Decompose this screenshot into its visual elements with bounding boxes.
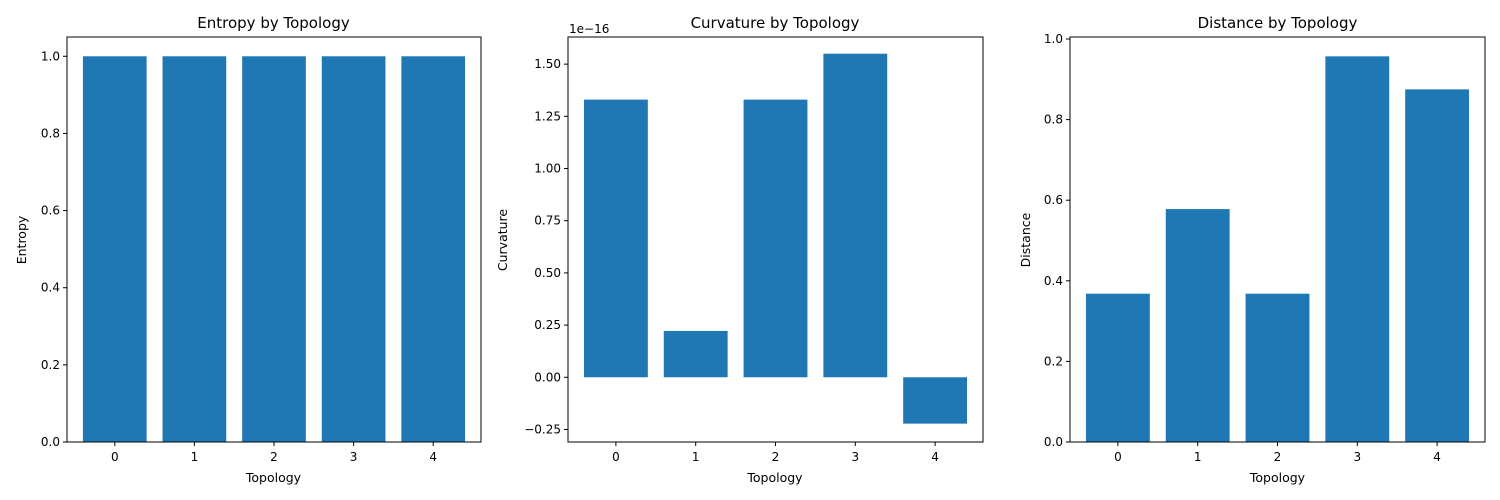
curvature-x-tick-label: 0 xyxy=(612,450,620,464)
curvature-bar xyxy=(743,99,808,378)
entropy-x-tick-label: 0 xyxy=(111,450,119,464)
distance-x-tick-label: 0 xyxy=(1114,450,1122,464)
entropy-x-tick-label: 3 xyxy=(350,450,358,464)
distance-y-tick-label: 0.6 xyxy=(1044,193,1063,207)
distance-y-tick-label: 1.0 xyxy=(1044,32,1063,46)
distance-bar xyxy=(1165,209,1230,442)
curvature-y-tick-label: 0.50 xyxy=(534,266,561,280)
entropy-chart: Entropy by Topology Topology Entropy 0 1 2… xyxy=(14,14,482,485)
curvature-bar xyxy=(583,99,648,378)
distance-bar xyxy=(1405,89,1470,442)
distance-x-tick-label: 4 xyxy=(1433,450,1441,464)
curvature-x-tick-label: 3 xyxy=(851,450,859,464)
entropy-y-tick-label: 0.2 xyxy=(41,358,60,372)
distance-y-tick-label: 0.4 xyxy=(1044,274,1063,288)
curvature-y-tick-label: 0.75 xyxy=(534,214,561,228)
entropy-bar xyxy=(321,56,386,442)
curvature-y-tick-label: −0.25 xyxy=(524,422,561,436)
entropy-chart-title: Entropy by Topology xyxy=(197,14,350,32)
curvature-chart: Curvature by Topology Topology Curvature… xyxy=(495,14,984,485)
entropy-x-tick-label: 4 xyxy=(429,450,437,464)
curvature-y-tick-label: 1.50 xyxy=(534,57,561,71)
curvature-y-tick-label: 1.00 xyxy=(534,162,561,176)
entropy-bar xyxy=(401,56,466,442)
entropy-x-tick-label: 1 xyxy=(191,450,199,464)
curvature-y-tick-label: 0.00 xyxy=(534,370,561,384)
curvature-chart-offset-label: 1e−16 xyxy=(569,22,609,36)
entropy-chart-xlabel: Topology xyxy=(245,470,302,485)
entropy-y-tick-label: 1.0 xyxy=(41,49,60,63)
curvature-x-tick-label: 1 xyxy=(692,450,700,464)
distance-x-tick-label: 2 xyxy=(1274,450,1282,464)
entropy-y-tick-label: 0.6 xyxy=(41,204,60,218)
distance-chart: Distance by Topology Topology Distance 0… xyxy=(1018,14,1486,485)
entropy-bar xyxy=(162,56,227,442)
entropy-bar xyxy=(82,56,147,442)
curvature-bar xyxy=(663,330,728,378)
distance-bar xyxy=(1245,293,1310,442)
distance-chart-ylabel: Distance xyxy=(1018,212,1033,267)
distance-bar xyxy=(1085,293,1150,442)
distance-y-tick-label: 0.0 xyxy=(1044,435,1063,449)
distance-chart-xlabel: Topology xyxy=(1249,470,1306,485)
distance-y-tick-label: 0.2 xyxy=(1044,354,1063,368)
distance-chart-title: Distance by Topology xyxy=(1198,14,1358,32)
entropy-bar xyxy=(242,56,306,442)
entropy-y-tick-label: 0.4 xyxy=(41,281,60,295)
entropy-x-tick-label: 2 xyxy=(270,450,278,464)
entropy-y-tick-label: 0.8 xyxy=(41,126,60,140)
curvature-x-tick-label: 2 xyxy=(772,450,780,464)
curvature-x-tick-label: 4 xyxy=(931,450,939,464)
entropy-chart-ylabel: Entropy xyxy=(14,215,29,264)
curvature-chart-xlabel: Topology xyxy=(746,470,803,485)
curvature-chart-title: Curvature by Topology xyxy=(691,14,860,32)
distance-y-tick-label: 0.8 xyxy=(1044,113,1063,127)
curvature-chart-ylabel: Curvature xyxy=(495,209,510,272)
distance-x-tick-label: 3 xyxy=(1353,450,1361,464)
curvature-y-tick-label: 0.25 xyxy=(534,318,561,332)
curvature-bar xyxy=(823,53,888,378)
curvature-bar xyxy=(903,377,968,424)
entropy-y-tick-label: 0.0 xyxy=(41,435,60,449)
distance-x-tick-label: 1 xyxy=(1194,450,1202,464)
curvature-y-tick-label: 1.25 xyxy=(534,109,561,123)
distance-bar xyxy=(1325,56,1390,443)
